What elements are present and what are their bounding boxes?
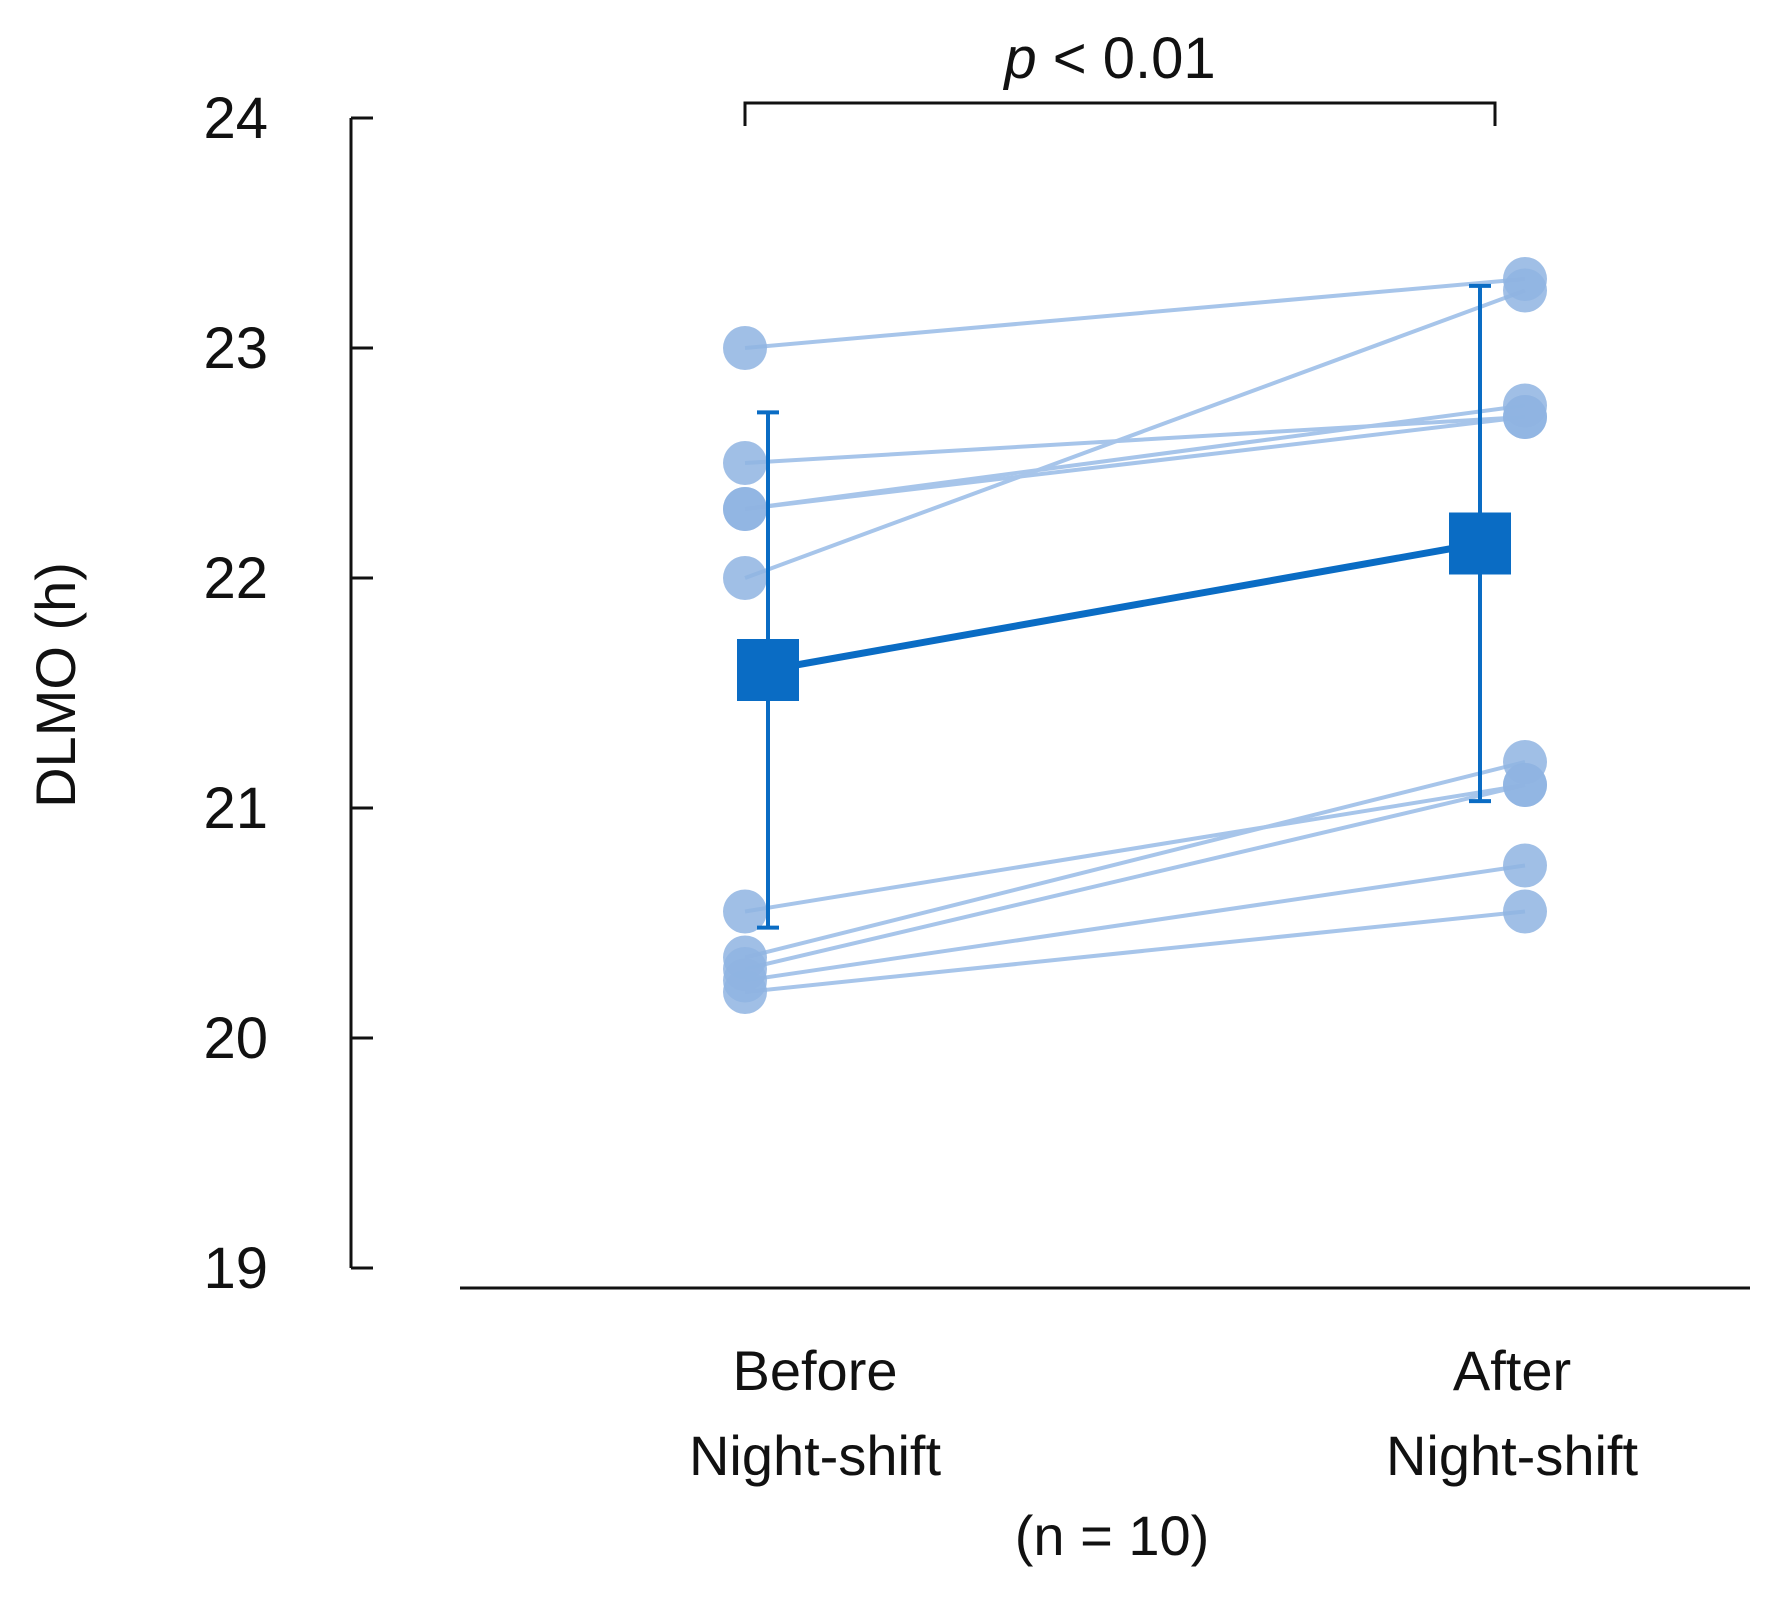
- x-category-label-after-line1: After: [1453, 1339, 1571, 1402]
- x-category-label-after-line2: Night-shift: [1386, 1424, 1639, 1487]
- p-value: < 0.01: [1037, 26, 1216, 91]
- y-tick-label: 21: [203, 776, 268, 841]
- x-category-label-before-line1: Before: [733, 1339, 898, 1402]
- x-category-label-before-line2: Night-shift: [689, 1424, 942, 1487]
- subject-line: [744, 909, 1526, 994]
- subject-point-before: [723, 556, 767, 600]
- axes-layer: [349, 118, 1750, 1290]
- mean-layer: [737, 283, 1511, 930]
- subject-point-after: [1503, 843, 1547, 888]
- subject-point-before: [723, 487, 767, 531]
- subject-point-after: [1503, 763, 1547, 807]
- y-ticks-layer: 19 20 21 22 23 24: [203, 86, 373, 1301]
- subject-line: [744, 277, 1526, 350]
- subject-point-before: [723, 970, 767, 1014]
- subject-line: [744, 760, 1526, 960]
- subject-line: [744, 783, 1526, 914]
- mean-marker-after: [1449, 512, 1511, 575]
- subject-point-before: [723, 889, 767, 934]
- mean-marker-before: [737, 639, 799, 701]
- p-symbol: p: [1002, 26, 1036, 91]
- subject-point-before: [723, 441, 767, 485]
- y-tick-label: 22: [203, 546, 268, 611]
- y-tick-label: 24: [203, 86, 268, 151]
- y-tick-label: 20: [203, 1006, 268, 1071]
- subject-line: [744, 783, 1526, 971]
- significance-label: p < 0.01: [1002, 26, 1215, 91]
- y-tick-label: 19: [203, 1236, 268, 1301]
- significance-bracket-line: [743, 101, 1497, 126]
- subject-point-after: [1503, 383, 1547, 428]
- y-axis-title: DLMO (h): [24, 562, 87, 808]
- subject-point-after: [1503, 889, 1547, 934]
- y-tick-label: 23: [203, 316, 268, 381]
- sample-size-label: (n = 10): [1015, 1504, 1210, 1567]
- subject-line: [744, 288, 1526, 580]
- subject-point-before: [723, 326, 767, 370]
- subject-line: [744, 863, 1526, 983]
- significance-bracket: p < 0.01: [743, 26, 1497, 126]
- subject-lines-layer: [723, 257, 1547, 1014]
- subject-point-after: [1503, 268, 1547, 313]
- subject-line: [744, 403, 1526, 511]
- mean-line: [767, 540, 1481, 674]
